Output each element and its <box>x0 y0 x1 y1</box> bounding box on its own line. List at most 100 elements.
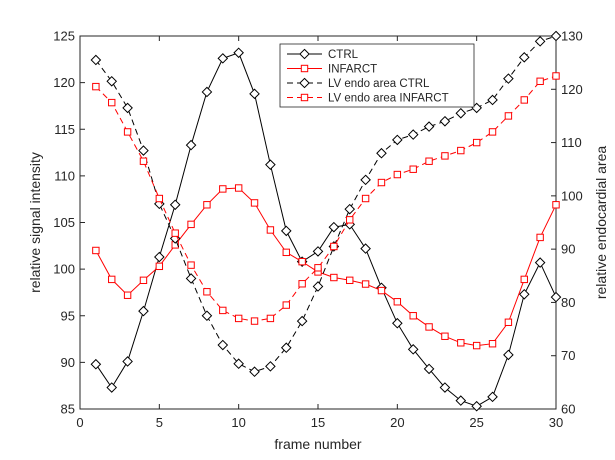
data-point <box>504 112 513 120</box>
data-point <box>265 159 276 170</box>
data-point <box>472 138 481 147</box>
data-point <box>346 276 354 285</box>
data-point <box>203 201 211 209</box>
right-y-tick-label: 90 <box>561 242 575 257</box>
left-y-tick-label: 105 <box>53 215 75 230</box>
data-point <box>219 185 227 193</box>
left-y-tick-label: 110 <box>54 168 75 183</box>
series-4 <box>92 72 560 325</box>
data-point <box>472 341 481 350</box>
data-point <box>217 53 229 64</box>
data-point <box>312 281 324 292</box>
data-point <box>187 261 195 269</box>
data-point <box>280 342 292 354</box>
legend-label: LV endo area INFARCT <box>328 93 449 105</box>
data-point <box>169 199 181 211</box>
data-point <box>187 220 195 229</box>
data-point <box>534 257 546 268</box>
left-y-tick-label: 115 <box>54 122 75 137</box>
data-point <box>455 395 467 406</box>
data-point <box>298 257 306 266</box>
x-tick-label: 15 <box>311 415 325 430</box>
data-point <box>201 86 213 98</box>
data-point <box>425 157 433 165</box>
data-point <box>201 310 213 322</box>
data-point <box>138 305 149 317</box>
data-point <box>106 75 118 87</box>
data-point <box>314 264 322 272</box>
data-point <box>439 115 451 127</box>
data-point <box>536 233 544 242</box>
data-point <box>328 221 340 233</box>
data-point <box>171 229 179 237</box>
right-y-tick-label: 110 <box>561 135 582 150</box>
data-point <box>550 30 562 42</box>
data-point <box>441 152 449 160</box>
data-point <box>361 280 370 288</box>
data-point <box>487 94 498 106</box>
legend-marker <box>300 64 309 73</box>
left-y-axis-label: relative signal intensity <box>27 152 43 293</box>
data-point <box>123 291 132 299</box>
data-point <box>266 314 275 323</box>
data-point <box>250 317 259 325</box>
series-1 <box>90 47 562 412</box>
data-point <box>550 291 562 303</box>
data-point <box>330 273 338 282</box>
right-y-tick-label: 100 <box>561 188 583 203</box>
data-point <box>407 344 419 355</box>
data-point <box>346 216 354 224</box>
data-point <box>123 128 132 136</box>
data-point <box>282 248 290 257</box>
left-y-tick-label: 100 <box>53 262 75 277</box>
right-y-tick-label: 130 <box>561 29 583 44</box>
data-point <box>503 349 514 361</box>
left-y-tick-label: 120 <box>53 75 75 90</box>
data-point <box>393 298 402 306</box>
data-point <box>312 246 324 257</box>
right-y-tick-label: 80 <box>561 295 575 310</box>
data-point <box>265 361 276 372</box>
legend-marker <box>299 77 310 89</box>
data-point <box>534 36 546 47</box>
series-2 <box>92 184 560 350</box>
data-point <box>92 246 100 255</box>
data-point <box>377 178 386 187</box>
data-point <box>536 77 544 85</box>
data-point <box>503 73 514 84</box>
legend-label: INFARCT <box>328 64 377 76</box>
data-point <box>217 339 229 351</box>
data-point <box>392 134 403 146</box>
data-point <box>552 72 560 80</box>
data-point <box>488 128 497 136</box>
data-point <box>266 226 275 234</box>
data-point <box>249 366 260 378</box>
data-point <box>330 242 338 251</box>
data-point <box>122 102 133 114</box>
right-y-tick-label: 70 <box>561 348 575 363</box>
legend-marker <box>300 93 309 102</box>
data-point <box>471 400 482 412</box>
data-point <box>298 280 306 288</box>
data-point <box>360 174 371 186</box>
legend-marker <box>299 48 310 60</box>
data-point <box>90 54 102 66</box>
data-point <box>360 243 371 254</box>
data-point <box>552 201 560 209</box>
data-point <box>518 288 530 300</box>
data-point <box>504 318 513 326</box>
data-point <box>439 382 451 393</box>
x-tick-label: 5 <box>156 415 163 430</box>
data-point <box>423 363 435 375</box>
data-point <box>423 121 435 132</box>
data-point <box>154 251 165 263</box>
data-point <box>219 306 227 315</box>
data-point <box>425 323 433 331</box>
x-tick-label: 25 <box>469 415 483 430</box>
series-3 <box>90 30 562 378</box>
data-point <box>92 82 100 91</box>
data-point <box>122 356 133 367</box>
right-y-axis-label: relative endocardial area <box>593 146 609 300</box>
data-point <box>139 157 148 165</box>
